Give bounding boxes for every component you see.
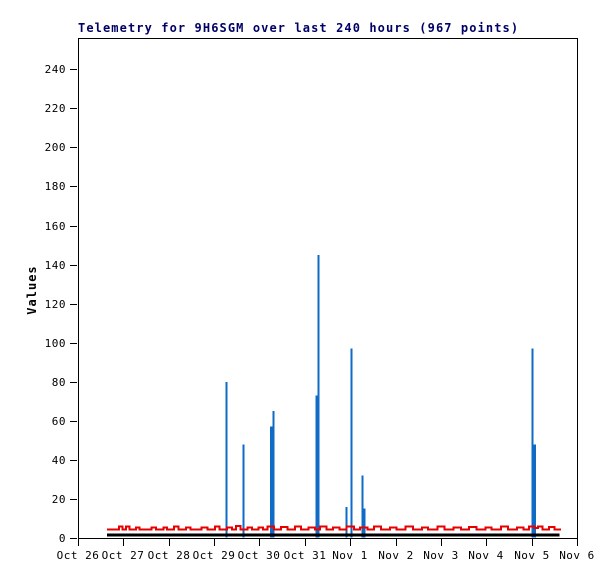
- series-red-baseline: [107, 524, 562, 531]
- x-tick-label: Nov 1: [332, 549, 368, 562]
- y-axis-label: Values: [25, 265, 39, 315]
- y-tick-label: 240: [45, 63, 66, 76]
- x-tick-label: Nov 4: [468, 549, 504, 562]
- plot-frame: [78, 38, 578, 539]
- y-tick-label: 80: [52, 376, 66, 389]
- x-tick-label: Nov 5: [514, 549, 550, 562]
- x-tick-label: Oct 29: [193, 549, 236, 562]
- x-tick-label: Oct 28: [148, 549, 191, 562]
- y-tick-label: 120: [45, 298, 66, 311]
- x-tick-label: Oct 26: [57, 549, 100, 562]
- x-tick-label: Nov 6: [559, 549, 595, 562]
- chart-title: Telemetry for 9H6SGM over last 240 hours…: [78, 21, 520, 35]
- y-tick-label: 0: [59, 532, 66, 545]
- x-tick-label: Oct 27: [102, 549, 145, 562]
- y-tick-label: 160: [45, 220, 66, 233]
- y-tick-label: 20: [52, 493, 66, 506]
- y-tick-label: 200: [45, 141, 66, 154]
- y-tick-label: 40: [52, 454, 66, 467]
- x-tick-label: Oct 31: [284, 549, 327, 562]
- y-tick-label: 220: [45, 102, 66, 115]
- y-tick-label: 140: [45, 259, 66, 272]
- y-tick-label: 60: [52, 415, 66, 428]
- y-tick-label: 180: [45, 180, 66, 193]
- x-tick-label: Nov 3: [423, 549, 459, 562]
- y-tick-label: 100: [45, 337, 66, 350]
- x-tick-label: Oct 30: [238, 549, 281, 562]
- x-tick-label: Nov 2: [378, 549, 414, 562]
